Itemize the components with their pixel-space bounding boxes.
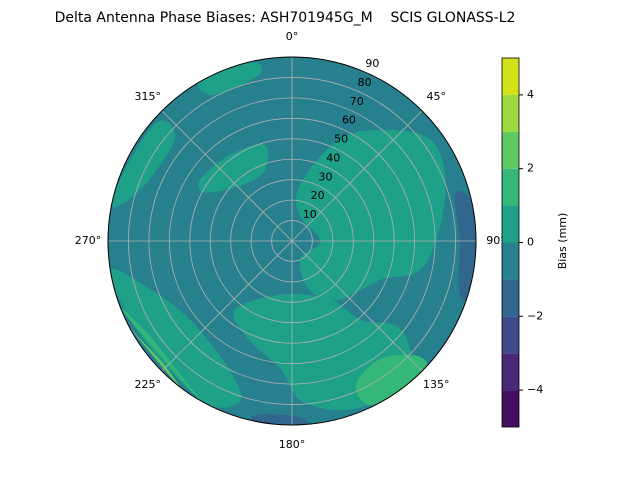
contour-region bbox=[109, 268, 242, 408]
contour-region bbox=[198, 144, 269, 193]
colorbar-tick-label: −4 bbox=[527, 383, 543, 396]
angular-grid bbox=[161, 110, 293, 242]
r-tick-label: 60 bbox=[342, 114, 356, 127]
theta-tick-label: 0° bbox=[286, 30, 299, 43]
angular-grid bbox=[291, 240, 423, 372]
contour-region bbox=[119, 306, 202, 402]
theta-tick-label: 225° bbox=[135, 378, 162, 391]
r-tick-label: 80 bbox=[358, 76, 372, 89]
contour-region bbox=[250, 413, 309, 425]
contour-region bbox=[198, 61, 263, 95]
contour-region bbox=[454, 190, 476, 302]
angular-grid bbox=[291, 110, 423, 242]
overlay: 10 20 30 40 50 60 70 80 90 0° 45° 90° 135° 180° 225° 27… bbox=[75, 30, 506, 451]
colorbar-segment bbox=[502, 131, 519, 169]
contour-region bbox=[111, 120, 176, 208]
r-tick-label: 90 bbox=[365, 57, 379, 70]
plot-border bbox=[107, 56, 477, 426]
theta-tick-label: 90° bbox=[486, 234, 506, 247]
colorbar-segment bbox=[502, 168, 519, 206]
colorbar-segment bbox=[502, 390, 519, 427]
contour-region bbox=[128, 325, 181, 388]
colorbar-tick-label: 2 bbox=[527, 162, 534, 175]
contour-region bbox=[355, 354, 427, 406]
colorbar-label: Bias (mm) bbox=[556, 213, 569, 270]
colorbar-segment bbox=[502, 58, 519, 95]
colorbar-segment bbox=[502, 242, 519, 280]
colorbar-tick-label: 4 bbox=[527, 88, 534, 101]
r-tick-label: 50 bbox=[334, 133, 348, 146]
theta-tick-label: 270° bbox=[75, 234, 102, 247]
colorbar-segment bbox=[502, 205, 519, 243]
colorbar-segment bbox=[502, 94, 519, 132]
theta-tick-label: 180° bbox=[279, 438, 306, 451]
r-tick-label: 20 bbox=[311, 189, 325, 202]
theta-tick-label: 315° bbox=[135, 90, 162, 103]
r-tick-label: 30 bbox=[318, 170, 332, 183]
r-tick-label: 10 bbox=[303, 208, 317, 221]
r-tick-label: 70 bbox=[350, 95, 364, 108]
angular-grid bbox=[161, 240, 293, 372]
chart-title: Delta Antenna Phase Biases: ASH701945G_M… bbox=[55, 10, 516, 26]
colorbar-tick-label: −2 bbox=[527, 309, 543, 322]
contour-region bbox=[295, 129, 446, 301]
r-tick-label: 40 bbox=[326, 151, 340, 164]
colorbar-segment bbox=[502, 279, 519, 317]
theta-tick-label: 45° bbox=[426, 90, 446, 103]
colorbar-tick-label: 0 bbox=[527, 236, 534, 249]
colorbar-segment bbox=[502, 353, 519, 391]
theta-tick-label: 135° bbox=[423, 378, 450, 391]
colorbar-segment bbox=[502, 316, 519, 354]
